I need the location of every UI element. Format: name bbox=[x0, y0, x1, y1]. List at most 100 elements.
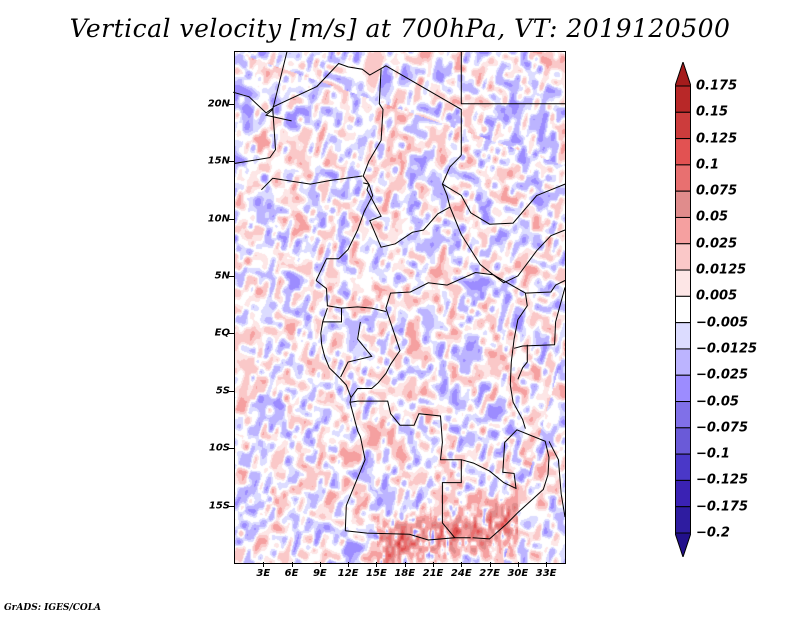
x-tick-mark bbox=[291, 562, 293, 567]
colorbar-label: −0.1 bbox=[696, 446, 730, 462]
colorbar-box bbox=[675, 216, 691, 245]
country-border bbox=[461, 429, 550, 540]
x-tick-label: 18E bbox=[394, 568, 416, 579]
colorbar-box bbox=[675, 322, 691, 350]
country-border bbox=[366, 154, 462, 248]
y-tick-mark bbox=[229, 448, 235, 450]
x-tick-label: 24E bbox=[450, 568, 472, 579]
country-border bbox=[232, 91, 277, 164]
y-tick-mark bbox=[229, 390, 235, 392]
x-tick-label: 9E bbox=[312, 568, 327, 579]
y-tick-label: 5S bbox=[215, 385, 230, 397]
colorbar-label: −0.0125 bbox=[696, 341, 758, 357]
colorbar-box bbox=[675, 269, 691, 297]
y-tick-mark bbox=[229, 333, 235, 335]
country-border bbox=[493, 274, 528, 429]
country-border bbox=[548, 441, 566, 518]
colorbar-label: −0.05 bbox=[696, 394, 739, 410]
x-tick-label: 3E bbox=[256, 568, 271, 579]
country-border bbox=[265, 51, 292, 122]
colorbar-label: 0.15 bbox=[696, 104, 729, 120]
colorbar-label: −0.2 bbox=[696, 525, 730, 541]
x-tick-mark bbox=[376, 562, 378, 567]
x-tick-label: 12E bbox=[337, 568, 359, 579]
country-border bbox=[345, 530, 471, 541]
y-tick-mark bbox=[229, 505, 235, 507]
colorbar-box bbox=[675, 164, 691, 192]
country-border bbox=[492, 229, 566, 284]
colorbar-label: −0.125 bbox=[696, 472, 749, 488]
country-borders bbox=[232, 51, 566, 541]
colorbar-box bbox=[675, 453, 691, 481]
map-panel bbox=[232, 51, 566, 563]
colorbar-label: 0.005 bbox=[696, 288, 738, 304]
colorbar-box bbox=[675, 427, 691, 455]
x-tick-label: 15E bbox=[366, 568, 387, 579]
country-border bbox=[315, 280, 387, 312]
country-border bbox=[362, 69, 384, 185]
y-tick-label: 10N bbox=[207, 213, 230, 224]
y-tick-label: 15S bbox=[208, 500, 230, 512]
chart-title: Vertical velocity [m/s] at 700hPa, VT: 2… bbox=[69, 14, 731, 43]
x-tick-mark bbox=[461, 562, 463, 567]
colorbar-box bbox=[675, 85, 691, 113]
y-tick-label: 20N bbox=[207, 98, 230, 110]
colorbar-label: −0.025 bbox=[696, 367, 749, 383]
colorbar-label: 0.025 bbox=[696, 236, 738, 252]
colorbar-box bbox=[675, 479, 691, 508]
y-tick-mark bbox=[229, 218, 235, 220]
x-tick-mark bbox=[489, 562, 491, 567]
country-border bbox=[442, 183, 566, 225]
colorbar bbox=[675, 62, 691, 557]
colorbar-box bbox=[675, 138, 691, 166]
y-tick-mark bbox=[229, 161, 235, 163]
x-tick-mark bbox=[263, 562, 265, 567]
country-border bbox=[385, 206, 496, 314]
colorbar-box bbox=[675, 243, 691, 271]
x-tick-mark bbox=[517, 562, 519, 567]
colorbar-label: 0.0125 bbox=[696, 262, 747, 278]
colorbar-box bbox=[675, 401, 691, 429]
y-tick-label: 15N bbox=[207, 155, 230, 167]
x-tick-label: 21E bbox=[422, 568, 444, 579]
x-tick-label: 6E bbox=[284, 568, 299, 579]
grads-credit: GrADS: IGES/COLA bbox=[4, 603, 102, 613]
y-tick-mark bbox=[229, 103, 235, 105]
y-tick-mark bbox=[229, 275, 235, 277]
colorbar-box bbox=[675, 506, 691, 534]
colorbar-label: 0.075 bbox=[696, 183, 738, 199]
colorbar-label: 0.125 bbox=[696, 131, 738, 147]
x-tick-label: 33E bbox=[535, 568, 557, 579]
country-border bbox=[460, 52, 565, 105]
country-border bbox=[513, 287, 566, 349]
colorbar-label: 0.1 bbox=[696, 157, 720, 173]
country-border bbox=[322, 308, 342, 323]
colorbar-box bbox=[675, 111, 691, 140]
country-border bbox=[272, 62, 462, 156]
colorbar-label: 0.175 bbox=[696, 78, 738, 94]
x-tick-label: 27E bbox=[479, 568, 500, 579]
country-border bbox=[517, 344, 528, 380]
country-border bbox=[261, 175, 363, 191]
x-tick-mark bbox=[404, 562, 406, 567]
x-tick-label: 30E bbox=[507, 568, 529, 579]
y-tick-label: EQ bbox=[214, 327, 230, 339]
colorbar-label: −0.175 bbox=[696, 499, 749, 515]
colorbar-box bbox=[675, 348, 691, 376]
colorbar-label: 0.05 bbox=[696, 209, 729, 225]
country-border bbox=[350, 313, 401, 398]
country-border bbox=[525, 280, 566, 294]
x-tick-mark bbox=[319, 562, 321, 567]
colorbar-box bbox=[675, 295, 691, 324]
colorbar-label: −0.075 bbox=[696, 420, 749, 436]
x-tick-mark bbox=[433, 562, 434, 567]
x-tick-mark bbox=[348, 562, 350, 567]
y-tick-label: 5N bbox=[214, 270, 230, 282]
country-border bbox=[340, 321, 373, 378]
x-tick-mark bbox=[546, 562, 548, 567]
country-border bbox=[349, 400, 462, 539]
y-tick-label: 10S bbox=[208, 442, 230, 454]
colorbar-label: −0.005 bbox=[696, 315, 749, 331]
country-border bbox=[315, 183, 374, 281]
colorbar-box bbox=[675, 374, 691, 403]
